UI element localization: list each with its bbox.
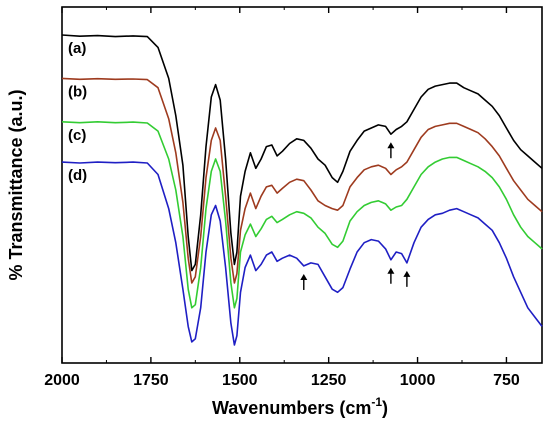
y-axis-label: % Transmittance (a.u.) xyxy=(6,89,26,280)
up-arrow-head xyxy=(300,273,308,280)
x-tick-label: 2000 xyxy=(44,372,80,389)
plot-frame xyxy=(61,6,543,364)
series-label: (b) xyxy=(68,83,87,100)
x-tick-label: 1250 xyxy=(311,372,347,389)
series-line xyxy=(61,121,543,309)
annotation-layer xyxy=(300,142,411,290)
x-tick-label: 750 xyxy=(493,372,520,389)
plot-area: (a) (b) (c) (d) xyxy=(61,6,543,364)
series-line xyxy=(61,34,543,272)
series-line xyxy=(61,77,543,284)
x-axis: 2000 1750 1500 1250 1000 750 xyxy=(44,7,520,389)
up-arrow-head xyxy=(387,267,395,274)
series-line xyxy=(61,161,543,346)
x-axis-label-close: ) xyxy=(382,398,388,418)
series-label-layer: (a) (b) (c) (d) xyxy=(68,40,87,184)
up-arrow-head xyxy=(387,142,395,149)
x-axis-label-superscript: -1 xyxy=(371,395,382,409)
up-arrow-head xyxy=(403,270,411,277)
x-tick-label: 1000 xyxy=(400,372,436,389)
x-tick-label: 1750 xyxy=(133,372,169,389)
series-layer xyxy=(61,34,543,346)
series-label: (a) xyxy=(68,40,86,57)
series-label: (d) xyxy=(68,167,87,184)
x-axis-label: Wavenumbers (cm-1) xyxy=(212,395,388,418)
x-tick-label: 1500 xyxy=(222,372,258,389)
series-label: (c) xyxy=(68,127,86,144)
x-axis-label-main: Wavenumbers (cm xyxy=(212,398,371,418)
